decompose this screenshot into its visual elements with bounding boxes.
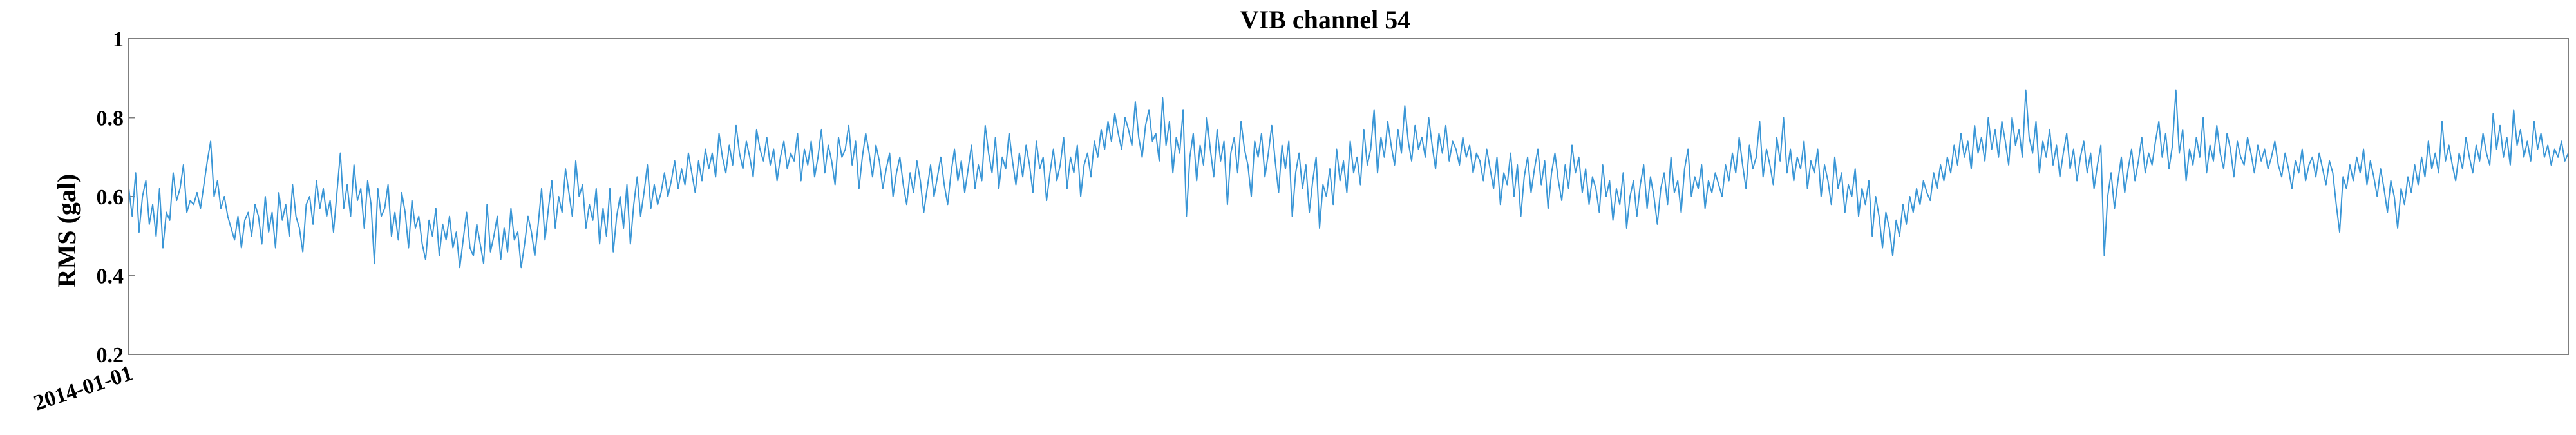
series-line	[128, 89, 2569, 269]
chart-title: VIB channel 54	[1240, 5, 1411, 34]
y-tick-label: 1	[113, 28, 124, 52]
plot-area-frame	[128, 38, 2569, 355]
y-axis-label: RMS (gal)	[52, 174, 81, 288]
y-tick-label: 0.4	[97, 265, 124, 289]
y-tick-label: 0.6	[97, 186, 124, 209]
y-axis-ticks: 0.2 0.4 0.6 0.8 1	[97, 28, 135, 367]
y-tick-label: 0.2	[97, 343, 124, 367]
y-tick-label: 0.8	[97, 107, 124, 131]
